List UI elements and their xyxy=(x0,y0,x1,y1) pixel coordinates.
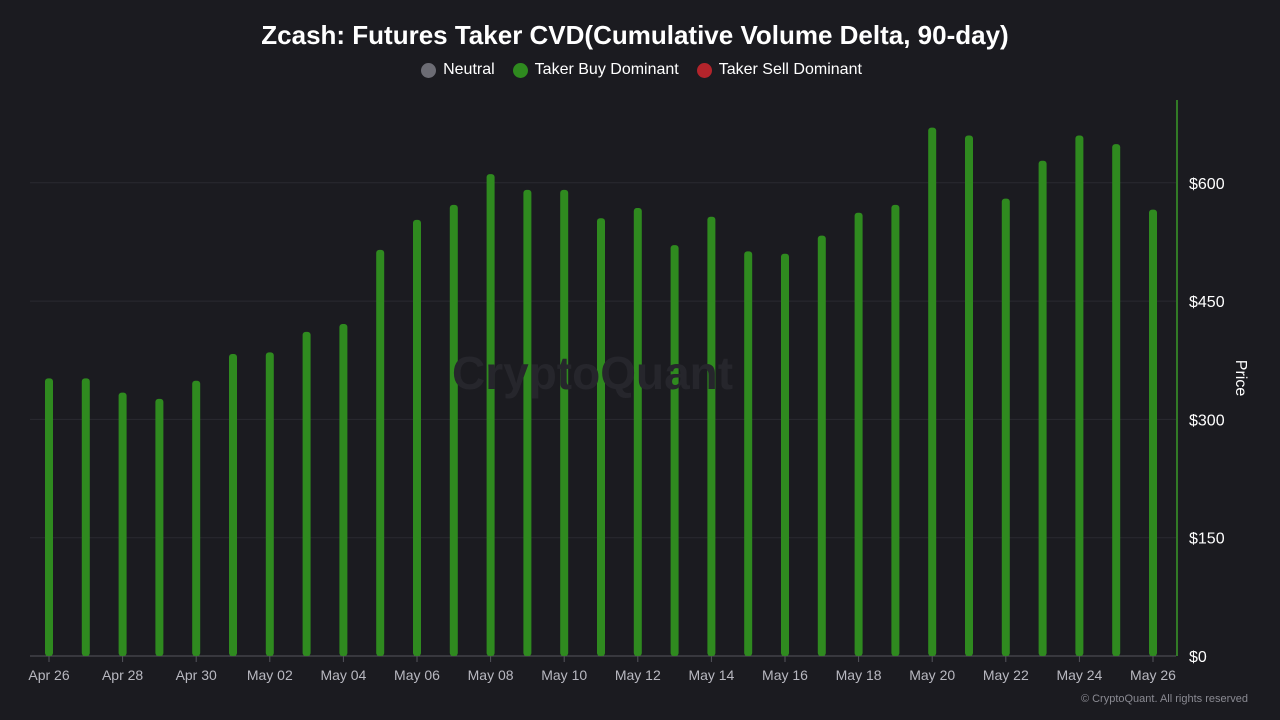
bar xyxy=(1149,209,1157,657)
bar xyxy=(81,378,90,656)
bar xyxy=(45,378,53,656)
copyright-footer: © CryptoQuant. All rights reserved xyxy=(1080,693,1248,705)
legend-item-taker-buy[interactable]: Taker Buy Dominant xyxy=(512,61,679,79)
x-tick-label: May 20 xyxy=(909,667,955,683)
x-tick-label: May 14 xyxy=(688,667,734,683)
bar xyxy=(707,216,716,656)
bar xyxy=(817,235,826,656)
bar xyxy=(376,249,385,656)
x-tick-label: May 16 xyxy=(762,667,808,683)
x-tick-label: May 24 xyxy=(1056,667,1102,683)
x-tick-label: May 06 xyxy=(394,667,440,683)
y-tick-label: $600 xyxy=(1189,176,1225,193)
x-tick-label: May 02 xyxy=(247,667,293,683)
legend-item-neutral[interactable]: Neutral xyxy=(421,61,495,79)
chart-title: Zcash: Futures Taker CVD(Cumulative Volu… xyxy=(261,20,1009,50)
bar xyxy=(155,398,164,656)
bar xyxy=(1038,160,1047,656)
bar xyxy=(486,174,495,656)
bar xyxy=(1075,135,1084,656)
chart-legend: Neutral Taker Buy Dominant Taker Sell Do… xyxy=(0,61,1280,79)
bar xyxy=(449,204,458,656)
x-tick-label: May 04 xyxy=(320,667,366,683)
bar xyxy=(891,204,900,656)
bar xyxy=(670,245,679,656)
x-tick-label: Apr 28 xyxy=(102,667,143,683)
y-tick-label: $300 xyxy=(1189,412,1225,429)
x-tick-label: Apr 30 xyxy=(176,667,217,683)
x-tick-label: May 22 xyxy=(983,667,1029,683)
y-axis-label: Price xyxy=(1232,360,1249,397)
legend-dot-neutral xyxy=(421,62,437,78)
y-tick-label: $150 xyxy=(1189,531,1225,548)
bar xyxy=(229,353,237,656)
legend-item-taker-sell[interactable]: Taker Sell Dominant xyxy=(696,61,862,79)
bar xyxy=(781,253,789,656)
y-tick-label: $0 xyxy=(1189,649,1207,666)
bar xyxy=(854,212,863,657)
legend-label-neutral: Neutral xyxy=(443,61,495,78)
x-tick-label: May 26 xyxy=(1130,667,1176,683)
legend-label-taker-buy: Taker Buy Dominant xyxy=(534,61,679,78)
y-tick-label: $450 xyxy=(1189,294,1225,311)
bar xyxy=(1001,198,1010,657)
bar xyxy=(413,219,421,656)
legend-dot-taker-buy xyxy=(512,62,528,78)
legend-label-taker-sell: Taker Sell Dominant xyxy=(718,61,862,78)
bar xyxy=(928,127,937,656)
x-tick-label: May 12 xyxy=(615,667,661,683)
bar xyxy=(339,323,348,656)
bar xyxy=(265,352,274,656)
bar xyxy=(118,392,127,656)
x-tick-label: May 18 xyxy=(836,667,882,683)
bar xyxy=(560,189,569,657)
bar xyxy=(597,218,605,657)
bar xyxy=(633,208,642,656)
x-tick-label: May 08 xyxy=(468,667,514,683)
legend-dot-taker-sell xyxy=(696,62,712,78)
bar xyxy=(965,135,973,656)
watermark-logo: CryptoQuant xyxy=(452,347,734,399)
x-tick-label: May 10 xyxy=(541,667,587,683)
bar xyxy=(192,380,201,656)
bar xyxy=(302,331,311,656)
bar xyxy=(744,251,753,657)
x-tick-label: Apr 26 xyxy=(28,667,69,683)
bar xyxy=(1112,144,1121,656)
bar xyxy=(523,189,532,657)
